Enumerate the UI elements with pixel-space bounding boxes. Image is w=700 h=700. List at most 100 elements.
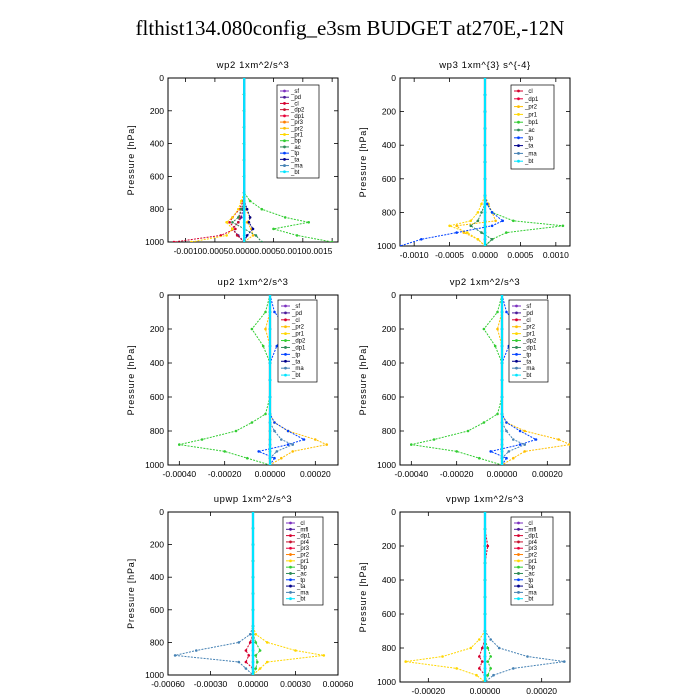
data-point-bt [251, 575, 255, 579]
data-point-bp [254, 667, 258, 670]
data-point-bt [242, 175, 246, 178]
x-tick-label: -0.00060 [151, 679, 185, 689]
legend-label: _cl [522, 318, 531, 324]
legend-marker [517, 534, 520, 538]
data-point-ma [505, 429, 508, 433]
data-point-bp [255, 660, 259, 664]
data-point-bt [242, 240, 246, 242]
data-point-ma [523, 443, 526, 446]
legend-marker [289, 597, 292, 601]
data-point-ma [248, 633, 252, 636]
y-tick-label: 400 [150, 358, 164, 368]
data-point-cl [219, 234, 223, 237]
data-point-ma [512, 667, 515, 670]
data-point-bt [268, 443, 272, 446]
legend-marker [517, 590, 520, 594]
x-tick-label: 0.00060 [323, 679, 354, 689]
data-point-ta [247, 221, 251, 224]
legend-marker [283, 164, 286, 167]
data-point-bt [268, 310, 272, 314]
y-axis-label: Pressure [hPa] [358, 345, 368, 416]
data-point-ma [291, 443, 295, 446]
legend-marker [284, 339, 287, 342]
data-point-bt [500, 295, 504, 297]
data-point-bt [268, 438, 272, 441]
data-point-bp [260, 207, 264, 211]
legend-label: _ma [296, 590, 309, 596]
x-tick-label: -0.0005 [435, 250, 464, 260]
data-point-bt [268, 421, 272, 424]
data-point-dp2 [246, 456, 249, 460]
x-tick-label: -0.00030 [194, 679, 228, 689]
data-point-bt [268, 344, 272, 348]
legend-marker [284, 325, 287, 329]
legend-label: _bt [522, 373, 532, 379]
data-point-bp1 [505, 231, 508, 234]
data-point-bt [251, 527, 255, 530]
data-point-ac [237, 216, 240, 219]
legend-label: _tp [522, 352, 532, 358]
data-point-bt [251, 592, 255, 595]
data-point-dp1 [478, 667, 481, 670]
legend-label: _bp1 [524, 120, 539, 126]
legend-label: _tp [524, 578, 534, 584]
legend-marker [515, 352, 518, 356]
data-point-bt [500, 344, 504, 348]
data-point-pr2 [568, 443, 570, 446]
data-point-bt [242, 199, 246, 203]
data-point-tp [302, 438, 306, 441]
legend-marker [289, 540, 292, 544]
data-point-bp [248, 199, 252, 203]
legend: _cl_mfl_dp1_pr4_pr3_pr2_pr1_bp_ac_tp_ta_… [282, 516, 324, 606]
legend-label: _pr1 [524, 112, 538, 118]
data-point-bt [268, 450, 272, 453]
data-point-dp1 [480, 646, 484, 650]
data-point-cl [234, 227, 237, 231]
data-point-bt [268, 395, 272, 399]
data-point-pr1 [294, 649, 297, 652]
data-point-dp2 [482, 421, 486, 424]
data-point-bt [251, 660, 255, 664]
series-group [178, 295, 329, 465]
data-point-bt [500, 456, 504, 460]
data-point-pr1 [441, 655, 444, 658]
legend-label: _ac [524, 571, 535, 577]
panel-title: wp3 1xm^{3} s^{-4} [438, 60, 531, 71]
data-point-bt [242, 142, 246, 145]
data-point-bt [483, 646, 487, 650]
data-point-pr2 [494, 219, 497, 223]
data-point-bt [483, 194, 487, 197]
data-point-bt [500, 421, 504, 424]
legend-marker [515, 346, 518, 349]
legend-label: _pr2 [524, 553, 538, 559]
data-point-pr1 [469, 219, 473, 223]
legend-label: _pr3 [524, 546, 538, 552]
data-point-bt [483, 512, 487, 514]
series-line-ac [231, 78, 263, 242]
legend-marker [517, 584, 520, 588]
legend-label: _sf [522, 304, 531, 310]
legend-label: _bt [524, 159, 534, 165]
data-point-pr1 [237, 207, 240, 211]
legend-marker [517, 105, 520, 108]
x-tick-label: -0.00040 [395, 469, 429, 479]
legend-marker [515, 332, 518, 336]
y-axis-label: Pressure [hPa] [126, 345, 136, 416]
legend-marker [289, 534, 292, 538]
legend-label: _pr2 [522, 325, 536, 331]
legend-label: _pr1 [296, 559, 310, 565]
data-point-cl [172, 240, 176, 242]
legend-box [276, 84, 320, 179]
y-tick-label: 400 [382, 575, 396, 585]
legend-marker [283, 120, 286, 124]
data-point-dp2 [496, 310, 499, 314]
legend-label: _pr1 [291, 332, 305, 338]
x-tick-label: 0.00020 [526, 686, 557, 696]
y-tick-label: 600 [150, 605, 164, 615]
data-point-bt [242, 207, 246, 211]
data-point-tp [534, 438, 538, 441]
legend-marker [517, 128, 520, 132]
legend-marker [284, 366, 287, 370]
x-tick-label: 0.00000 [238, 679, 269, 689]
y-tick-label: 800 [150, 204, 164, 214]
